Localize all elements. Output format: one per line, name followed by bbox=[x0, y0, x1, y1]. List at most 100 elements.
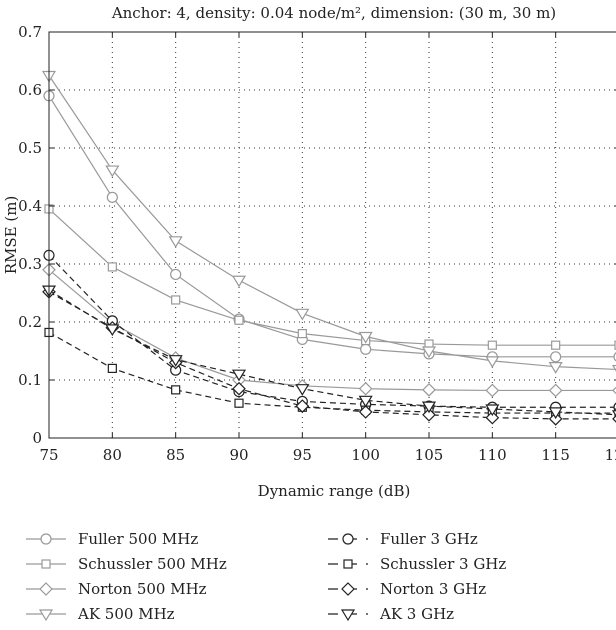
chart-title: Anchor: 4, density: 0.04 node/m², dimens… bbox=[111, 4, 556, 22]
point-schussler-500-mhz bbox=[487, 340, 497, 350]
point-ak-3-ghz bbox=[295, 384, 310, 396]
legend-item-norton-3-ghz: Norton 3 GHz bbox=[328, 580, 486, 598]
legend-label: Fuller 3 GHz bbox=[380, 530, 478, 548]
point-schussler-500-mhz bbox=[551, 340, 561, 350]
legend-marker bbox=[341, 582, 355, 596]
point-schussler-500-mhz bbox=[107, 262, 117, 272]
x-tick-label: 100 bbox=[351, 446, 380, 464]
x-tick-label: 95 bbox=[293, 446, 312, 464]
legend-item-ak-500-mhz: AK 500 MHz bbox=[26, 605, 175, 623]
series-ak-3-ghz bbox=[41, 285, 616, 420]
series-ak-500-mhz bbox=[41, 70, 616, 374]
x-axis: 75 80 85 90 95 100 105 110 115 120 bbox=[39, 32, 616, 464]
series-line-fuller-3-ghz bbox=[48, 254, 616, 408]
point-schussler-500-mhz bbox=[171, 295, 181, 305]
series-norton-3-ghz bbox=[42, 284, 616, 426]
legend-marker bbox=[340, 609, 356, 622]
point-schussler-500-mhz bbox=[297, 329, 307, 339]
point-ak-500-mhz bbox=[358, 331, 373, 344]
grid-lines bbox=[49, 32, 616, 438]
series-schussler-3-ghz bbox=[44, 327, 616, 418]
point-fuller-500-mhz bbox=[170, 268, 182, 281]
point-schussler-3-ghz bbox=[171, 385, 181, 395]
point-norton-3-ghz bbox=[422, 407, 436, 422]
x-tick-label: 110 bbox=[478, 446, 507, 464]
legend-item-fuller-3-ghz: Fuller 3 GHz bbox=[328, 530, 478, 548]
point-ak-500-mhz bbox=[168, 236, 183, 248]
legend-marker bbox=[38, 609, 54, 622]
legend-label: AK 3 GHz bbox=[379, 605, 454, 623]
point-ak-3-ghz bbox=[548, 407, 563, 420]
series-fuller-500-mhz bbox=[43, 90, 616, 363]
point-fuller-500-mhz bbox=[550, 351, 562, 363]
legend-label: Fuller 500 MHz bbox=[78, 530, 198, 548]
point-schussler-500-mhz bbox=[234, 315, 244, 325]
series-line-fuller-500-mhz bbox=[48, 95, 616, 358]
legend-label: AK 500 MHz bbox=[77, 605, 175, 623]
legend-label: Schussler 500 MHz bbox=[78, 555, 227, 573]
point-norton-500-mhz bbox=[485, 383, 500, 398]
y-tick-label: 0 bbox=[32, 429, 42, 447]
point-norton-3-ghz bbox=[485, 410, 500, 425]
legend-item-norton-500-mhz: Norton 500 MHz bbox=[26, 580, 207, 598]
point-ak-3-ghz bbox=[611, 410, 616, 417]
legend-marker bbox=[41, 559, 51, 569]
legend-item-schussler-500-mhz: Schussler 500 MHz bbox=[26, 555, 227, 573]
point-norton-500-mhz bbox=[548, 383, 563, 398]
legend-item-ak-3-ghz: AK 3 GHz bbox=[328, 605, 454, 623]
y-tick-label: 0.5 bbox=[18, 139, 42, 157]
y-axis-label: RMSE (m) bbox=[2, 196, 20, 275]
point-schussler-3-ghz bbox=[234, 398, 244, 408]
series-line-norton-500-mhz bbox=[48, 269, 616, 392]
y-tick-label: 0.7 bbox=[18, 23, 42, 41]
point-ak-500-mhz bbox=[295, 308, 310, 321]
point-ak-500-mhz bbox=[485, 356, 500, 369]
point-fuller-500-mhz bbox=[360, 343, 372, 355]
x-tick-label: 75 bbox=[39, 446, 58, 464]
legend-label: Schussler 3 GHz bbox=[380, 555, 506, 573]
point-norton-500-mhz bbox=[612, 386, 616, 395]
legend-item-fuller-500-mhz: Fuller 500 MHz bbox=[26, 530, 198, 548]
legend-marker bbox=[342, 533, 354, 545]
x-axis-label: Dynamic range (dB) bbox=[258, 482, 411, 500]
legend-item-schussler-3-ghz: Schussler 3 GHz bbox=[328, 555, 506, 573]
point-ak-3-ghz bbox=[485, 404, 500, 417]
point-ak-500-mhz bbox=[105, 165, 120, 178]
y-axis: 0 0.1 0.2 0.3 0.4 0.5 0.6 0.7 bbox=[18, 23, 616, 447]
x-tick-label: 120 bbox=[605, 446, 616, 464]
point-ak-500-mhz bbox=[611, 364, 616, 372]
point-fuller-500-mhz bbox=[106, 191, 118, 203]
y-tick-label: 0.3 bbox=[18, 255, 42, 273]
legend-marker bbox=[39, 582, 53, 596]
y-tick-label: 0.2 bbox=[18, 313, 42, 331]
plot-frame bbox=[48, 31, 616, 439]
point-norton-500-mhz bbox=[422, 383, 436, 397]
point-norton-3-ghz bbox=[295, 399, 310, 413]
point-ak-3-ghz bbox=[231, 369, 247, 382]
series-line-schussler-500-mhz bbox=[48, 208, 616, 346]
legend-marker bbox=[40, 533, 52, 545]
legend-marker bbox=[343, 559, 353, 569]
point-ak-3-ghz bbox=[358, 395, 373, 408]
series-norton-500-mhz bbox=[42, 262, 616, 398]
legend-label: Norton 500 MHz bbox=[78, 580, 207, 598]
point-norton-3-ghz bbox=[232, 381, 246, 396]
y-tick-label: 0.6 bbox=[18, 81, 42, 99]
point-ak-500-mhz bbox=[421, 346, 437, 359]
series-schussler-500-mhz bbox=[44, 204, 616, 350]
point-ak-500-mhz bbox=[231, 275, 247, 288]
legend: Fuller 500 MHz Schussler 500 MHz Norton 50… bbox=[26, 530, 506, 623]
y-tick-label: 0.1 bbox=[18, 371, 42, 389]
x-tick-label: 85 bbox=[166, 446, 185, 464]
series-line-ak-3-ghz bbox=[48, 289, 616, 416]
y-tick-label: 0.4 bbox=[18, 197, 42, 215]
x-tick-label: 105 bbox=[415, 446, 444, 464]
point-ak-3-ghz bbox=[168, 355, 183, 367]
point-ak-3-ghz bbox=[421, 401, 437, 414]
point-ak-3-ghz bbox=[105, 324, 120, 337]
point-norton-3-ghz bbox=[612, 415, 616, 423]
point-ak-500-mhz bbox=[548, 362, 563, 374]
point-norton-3-ghz bbox=[358, 405, 373, 419]
series-line-norton-3-ghz bbox=[48, 291, 616, 420]
